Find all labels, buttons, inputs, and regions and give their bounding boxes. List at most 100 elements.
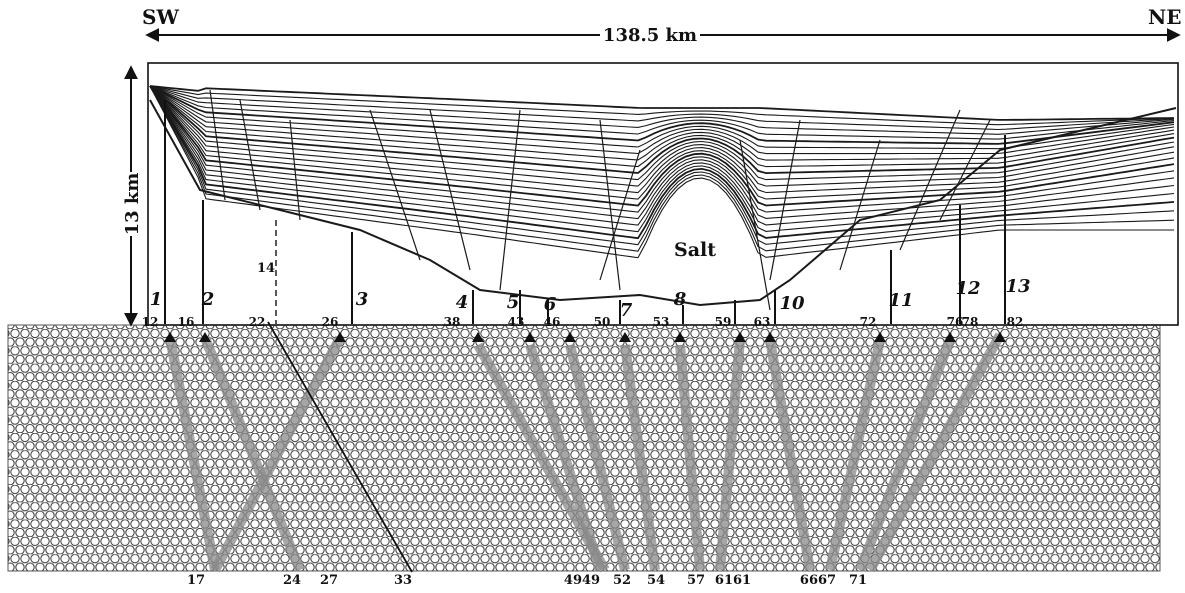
horizon-line xyxy=(149,85,1175,150)
bottom-label: 4949 xyxy=(564,573,600,588)
horizon-line xyxy=(149,85,1175,213)
bottom-label: 57 xyxy=(687,573,705,588)
bottom-label: 33 xyxy=(394,573,412,588)
bottom-label: 71 xyxy=(849,573,867,588)
fault-label: 5 xyxy=(507,292,520,313)
horizon-line xyxy=(149,85,1175,226)
mesh-strip xyxy=(210,335,345,573)
node-label: 63 xyxy=(754,315,771,329)
horizon-line xyxy=(149,85,1175,252)
bottom-label: 17 xyxy=(187,573,205,588)
node-label: 82 xyxy=(1007,315,1024,329)
node-label: 78 xyxy=(962,315,979,329)
mesh-strip xyxy=(620,344,660,571)
depth-label-bg xyxy=(121,172,141,236)
node-label: 72 xyxy=(860,315,877,329)
horizon-line xyxy=(149,85,1175,246)
horizon-line xyxy=(149,85,1175,155)
mesh-strip xyxy=(675,344,705,571)
mesh-strip xyxy=(165,337,220,571)
node-label: 38 xyxy=(444,315,461,329)
arrowhead-icon xyxy=(734,332,746,342)
bottom-label: 24 xyxy=(283,573,301,588)
arrowhead-icon xyxy=(164,332,176,342)
fault-line xyxy=(239,99,261,211)
arrowhead-icon xyxy=(564,332,576,342)
horizon-line xyxy=(149,85,1175,207)
depth-label: 13 km xyxy=(122,173,143,236)
dark-diagonal-line xyxy=(267,321,413,573)
fault-label: 13 xyxy=(1005,276,1030,297)
fault-line xyxy=(739,139,771,311)
node-label: 50 xyxy=(594,315,611,329)
basement-line xyxy=(149,99,1177,307)
basin-faults xyxy=(209,89,991,311)
diagonal-mesh-strips xyxy=(165,321,1005,573)
fault-line xyxy=(939,119,991,221)
node-label: 46 xyxy=(544,315,561,329)
node-label: 43 xyxy=(508,315,525,329)
bottom-label: 6667 xyxy=(800,573,836,588)
horizon-line xyxy=(149,85,1175,175)
horizon-line xyxy=(149,85,1175,181)
node-label: 22 xyxy=(249,315,266,329)
horizon-line xyxy=(149,85,1175,200)
fault-line xyxy=(209,89,226,201)
horizon-line xyxy=(149,85,1175,121)
arrowhead-icon xyxy=(334,332,346,342)
horizon-line xyxy=(149,85,1175,168)
arrowhead-icon xyxy=(674,332,686,342)
arrowhead-icon xyxy=(619,332,631,342)
horizon-line xyxy=(149,85,1175,140)
horizon-line xyxy=(149,85,1175,145)
fault-line xyxy=(289,119,301,221)
horizon-line xyxy=(149,85,1175,240)
node-label: 26 xyxy=(322,315,339,329)
bottom-label-group: 17 24 27 33 4949 52 54 57 6161 6667 71 xyxy=(187,573,867,588)
fault-line xyxy=(429,109,471,271)
width-label-bg xyxy=(600,24,700,46)
mesh-strip xyxy=(200,336,305,572)
vertical-boreholes xyxy=(164,100,1006,324)
ne-label: NE xyxy=(1148,5,1182,29)
arrowhead-icon xyxy=(944,332,956,342)
sw-label: SW xyxy=(142,5,179,29)
horizon-line xyxy=(149,85,1174,259)
fault-line xyxy=(769,119,801,281)
basin-horizons xyxy=(149,85,1177,307)
arrowhead-icon xyxy=(874,332,886,342)
horizon-line xyxy=(149,85,1175,126)
mesh-strip xyxy=(765,339,815,571)
fault-label: 11 xyxy=(888,290,913,311)
horizon-line xyxy=(149,85,1175,187)
fault-label: 2 xyxy=(201,289,215,310)
dashed-fault-label: 14 xyxy=(257,261,275,276)
fault-label: 8 xyxy=(673,289,687,310)
bottom-label: 54 xyxy=(647,573,665,588)
horizon-line xyxy=(149,85,1175,194)
node-label: 53 xyxy=(653,315,670,329)
fault-line xyxy=(899,109,961,251)
horizon-line xyxy=(149,85,1175,220)
fault-label: 3 xyxy=(356,289,369,310)
fault-line xyxy=(599,119,621,291)
bottom-label: 27 xyxy=(320,573,338,588)
width-label: 138.5 km xyxy=(603,25,697,46)
horizon-line xyxy=(149,85,1175,135)
fault-label: 10 xyxy=(779,293,805,314)
bottom-label: 6161 xyxy=(715,573,751,588)
node-label: 59 xyxy=(715,315,732,329)
node-label: 16 xyxy=(178,315,195,329)
fault-label: 12 xyxy=(955,278,980,299)
horizon-line xyxy=(149,85,1175,233)
arrowhead-icon xyxy=(524,332,536,342)
mesh-strip xyxy=(565,343,630,572)
fault-label: 7 xyxy=(620,300,633,321)
horizon-line xyxy=(149,85,1175,131)
arrowhead-icon xyxy=(199,332,211,342)
mesh-strip xyxy=(855,338,955,572)
arrowhead-icon xyxy=(994,332,1006,342)
